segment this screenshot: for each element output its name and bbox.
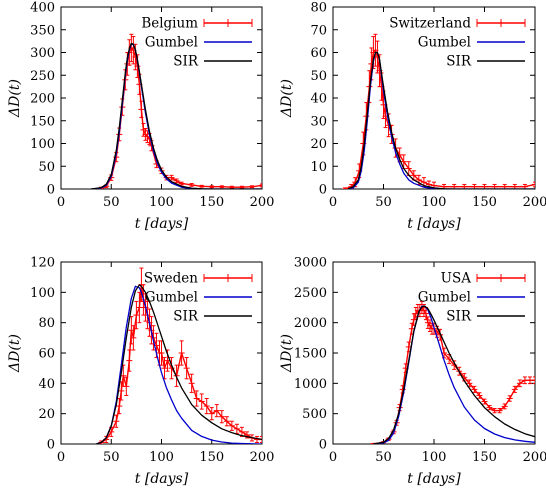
- switzerland-legend-label-switzerland: Switzerland: [389, 16, 471, 32]
- usa-ytick-label: 1500: [294, 347, 327, 362]
- switzerland-ytick-label: 50: [310, 69, 327, 84]
- usa-xtick-label: 150: [472, 450, 497, 465]
- belgium-xtick-label: 50: [103, 195, 120, 210]
- usa-xtick-label: 0: [329, 450, 337, 465]
- usa-xtick-label: 200: [523, 450, 546, 465]
- belgium-plot-area: [91, 33, 262, 189]
- usa-series-gumbel-curve: [373, 305, 535, 444]
- belgium-x-axis-label: t [days]: [135, 216, 189, 232]
- sweden-xtick-label: 200: [250, 450, 275, 465]
- switzerland-ytick-label: 10: [310, 160, 327, 175]
- switzerland-series-sir-curve: [347, 51, 535, 189]
- sweden-legend-label-sweden: Sweden: [144, 271, 198, 287]
- sweden-ytick-label: 80: [38, 316, 55, 331]
- panel-switzerland: 0 50 100 150 200 0 10 20 30 40 50 60 70 80 t [days] ΔD(…: [279, 1, 546, 233]
- switzerland-legend: Switzerland Gumbel SIR: [389, 16, 526, 70]
- belgium-legend-label-belgium: Belgium: [141, 16, 198, 32]
- belgium-xtick-label: 150: [199, 195, 224, 210]
- belgium-ytick-label: 350: [30, 23, 55, 38]
- switzerland-legend-label-gumbel: Gumbel: [418, 35, 471, 51]
- switzerland-series-gumbel-curve: [347, 51, 535, 189]
- belgium-series-sir-curve: [91, 42, 262, 189]
- usa-legend-label-sir: SIR: [446, 309, 472, 325]
- usa-legend-label-gumbel: Gumbel: [418, 290, 471, 306]
- switzerland-xtick-label: 150: [472, 195, 497, 210]
- sweden-ytick-label: 60: [38, 347, 55, 362]
- belgium-y-axis-label: ΔD(t): [7, 79, 23, 118]
- belgium-xtick-label: 0: [57, 195, 65, 210]
- switzerland-legend-label-sir: SIR: [446, 54, 472, 70]
- usa-series-sir-curve: [373, 305, 535, 444]
- sweden-legend-label-sir: SIR: [173, 309, 199, 325]
- sweden-xtick-label: 150: [199, 450, 224, 465]
- belgium-xtick-label: 200: [250, 195, 275, 210]
- switzerland-ytick-label: 60: [310, 46, 327, 61]
- switzerland-ytick-label: 40: [310, 92, 327, 107]
- usa-ytick-label: 500: [302, 407, 327, 422]
- switzerland-ytick-label: 0: [319, 183, 327, 198]
- belgium-legend-label-gumbel: Gumbel: [145, 35, 198, 51]
- sweden-ytick-label: 0: [47, 438, 55, 453]
- belgium-ytick-label: 100: [30, 137, 55, 152]
- sweden-xtick-label: 0: [57, 450, 65, 465]
- belgium-ytick-label: 250: [30, 69, 55, 84]
- switzerland-series-switzerland-line: [344, 48, 535, 189]
- sweden-xtick-label: 50: [103, 450, 120, 465]
- sweden-plot-area: [96, 267, 262, 444]
- sweden-ytick-label: 100: [30, 286, 55, 301]
- belgium-ytick-label: 50: [38, 160, 55, 175]
- usa-legend: USA Gumbel SIR: [418, 271, 526, 325]
- usa-y-axis-label: ΔD(t): [279, 334, 295, 373]
- switzerland-series-switzerland: [342, 33, 535, 189]
- switzerland-y-axis-label: ΔD(t): [279, 79, 295, 118]
- sweden-y-axis-label: ΔD(t): [7, 334, 23, 373]
- belgium-ytick-label: 300: [30, 46, 55, 61]
- sweden-ytick-label: 20: [38, 407, 55, 422]
- belgium-xtick-label: 100: [149, 195, 174, 210]
- sweden-ytick-label: 40: [38, 377, 55, 392]
- switzerland-xtick-label: 0: [329, 195, 337, 210]
- usa-series-usa-line: [373, 306, 535, 444]
- sweden-series-gumbel-curve: [96, 285, 262, 444]
- usa-ytick-label: 1000: [294, 377, 327, 392]
- sweden-legend: Sweden Gumbel SIR: [144, 271, 253, 325]
- usa-ytick-label: 3000: [294, 256, 327, 271]
- panel-belgium: 0 50 100 150 200 0 50 100 150 200 250 300 350 400 t [d…: [7, 1, 274, 233]
- panel-sweden: 0 50 100 150 200 0 20 40 60 80 100 120 t [days] ΔD(t)…: [7, 256, 274, 488]
- usa-ytick-label: 2000: [294, 316, 327, 331]
- usa-ytick-label: 0: [319, 438, 327, 453]
- sweden-series-sir-curve: [96, 284, 262, 444]
- usa-legend-label-usa: USA: [441, 271, 472, 287]
- usa-xtick-label: 50: [375, 450, 392, 465]
- usa-ytick-label: 2500: [294, 286, 327, 301]
- switzerland-x-axis-label: t [days]: [407, 216, 461, 232]
- sweden-xtick-label: 100: [149, 450, 174, 465]
- switzerland-ytick-label: 20: [310, 137, 327, 152]
- sweden-x-axis-label: t [days]: [135, 471, 189, 487]
- belgium-ytick-label: 0: [47, 183, 55, 198]
- switzerland-ytick-label: 70: [310, 23, 327, 38]
- belgium-ytick-label: 400: [30, 1, 55, 16]
- switzerland-plot-area: [342, 33, 535, 189]
- switzerland-ytick-label: 80: [310, 1, 327, 16]
- usa-x-axis-label: t [days]: [407, 471, 461, 487]
- sweden-legend-label-gumbel: Gumbel: [145, 290, 198, 306]
- switzerland-ytick-label: 30: [310, 114, 327, 129]
- belgium-ytick-label: 200: [30, 92, 55, 107]
- belgium-legend-label-sir: SIR: [173, 54, 199, 70]
- belgium-legend: Belgium Gumbel SIR: [141, 16, 253, 70]
- belgium-ytick-label: 150: [30, 114, 55, 129]
- sweden-ytick-label: 120: [30, 256, 55, 271]
- switzerland-xtick-label: 50: [375, 195, 392, 210]
- usa-plot-area: [370, 300, 535, 444]
- switzerland-xtick-label: 200: [523, 195, 546, 210]
- usa-xtick-label: 100: [422, 450, 447, 465]
- switzerland-xtick-label: 100: [422, 195, 447, 210]
